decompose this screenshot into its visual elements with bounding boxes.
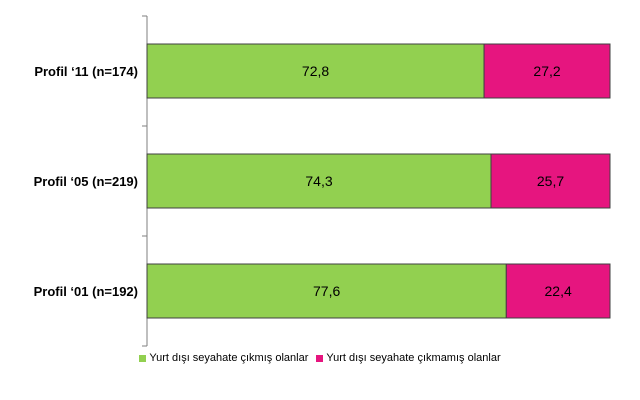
legend-item-not-traveled: Yurt dışı seyahate çıkmamış olanlar (316, 352, 501, 364)
category-label: Profil ‘05 (n=219) (34, 174, 138, 189)
bar-segment-traveled (146, 153, 492, 209)
bar-segment-not-traveled (505, 263, 611, 319)
legend-swatch-traveled (139, 354, 147, 362)
legend: Yurt dışı seyahate çıkmış olanlar Yurt d… (0, 349, 640, 367)
bar-segment-not-traveled (490, 153, 611, 209)
category-label: Profil ‘01 (n=192) (34, 284, 138, 299)
category-label: Profil ‘11 (n=174) (34, 64, 138, 79)
data-label-traveled: 72,8 (302, 63, 329, 79)
data-label-not-traveled: 22,4 (545, 283, 572, 299)
legend-label-traveled: Yurt dışı seyahate çıkmış olanlar (149, 352, 309, 364)
bar-segment-traveled (146, 43, 485, 99)
data-label-traveled: 77,6 (313, 283, 340, 299)
data-label-not-traveled: 27,2 (533, 63, 560, 79)
bar-segment-not-traveled (483, 43, 611, 99)
legend-item-traveled: Yurt dışı seyahate çıkmış olanlar (139, 352, 308, 364)
data-label-not-traveled: 25,7 (537, 173, 564, 189)
legend-swatch-not-traveled (316, 354, 324, 362)
legend-label-not-traveled: Yurt dışı seyahate çıkmamış olanlar (326, 352, 501, 364)
bars-group: 72,8 27,2 74,3 25,7 77,6 22,4 (146, 43, 611, 319)
data-label-traveled: 74,3 (305, 173, 332, 189)
